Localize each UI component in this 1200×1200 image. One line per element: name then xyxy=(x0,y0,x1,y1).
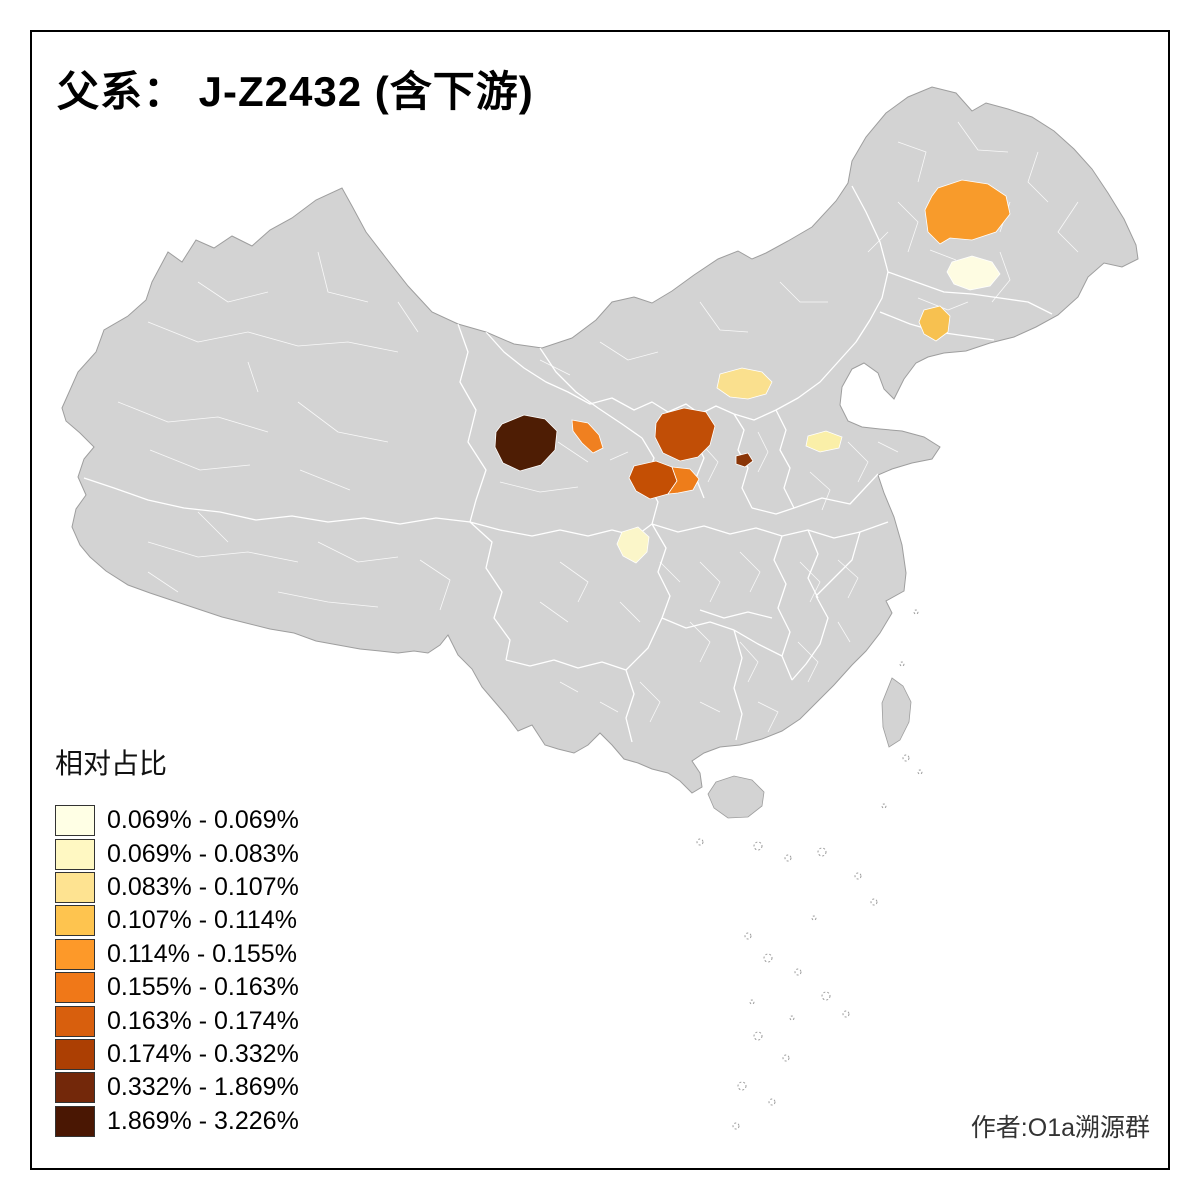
island-speck xyxy=(789,1015,795,1021)
legend-item: 0.174% - 0.332% xyxy=(55,1038,299,1071)
author-credit: 作者:O1a溯源群 xyxy=(970,1114,1150,1142)
south-china-sea-islands xyxy=(696,609,923,1130)
island-speck xyxy=(854,872,862,880)
hainan-island xyxy=(707,775,765,819)
map-region-shanxi-southwest xyxy=(735,452,754,468)
legend-item: 0.332% - 1.869% xyxy=(55,1071,299,1104)
highlighted-regions xyxy=(494,179,1011,564)
island-speck xyxy=(902,754,910,762)
page-title: 父系： J-Z2432 (含下游) xyxy=(57,68,534,115)
legend-item: 0.083% - 0.107% xyxy=(55,871,299,904)
legend-label: 0.332% - 1.869% xyxy=(107,1073,299,1102)
legend-item: 1.869% - 3.226% xyxy=(55,1105,299,1138)
island-speck xyxy=(899,661,905,667)
legend-item: 0.155% - 0.163% xyxy=(55,971,299,1004)
island-speck xyxy=(749,999,755,1005)
legend-label: 0.069% - 0.069% xyxy=(107,806,299,835)
map-region-shaanxi-north xyxy=(654,407,716,462)
island-speck xyxy=(784,854,792,862)
island-speck xyxy=(782,1054,790,1062)
legend-item: 0.163% - 0.174% xyxy=(55,1004,299,1037)
legend-label: 0.107% - 0.114% xyxy=(107,906,297,935)
map-region-jilin-west xyxy=(918,305,951,342)
island-speck xyxy=(753,1031,763,1041)
legend-swatch xyxy=(55,1072,95,1104)
island-speck xyxy=(881,803,887,809)
legend-label: 1.869% - 3.226% xyxy=(107,1106,299,1135)
legend: 相对占比 0.069% - 0.069% 0.069% - 0.083% 0.0… xyxy=(55,742,299,1138)
island-speck xyxy=(794,968,802,976)
legend-swatch xyxy=(55,1038,95,1070)
map-region-gansu-east xyxy=(667,466,700,495)
island-speck xyxy=(753,841,763,851)
legend-label: 0.114% - 0.155% xyxy=(107,939,297,968)
island-speck xyxy=(696,838,704,846)
legend-label: 0.069% - 0.083% xyxy=(107,839,299,868)
legend-label: 0.083% - 0.107% xyxy=(107,872,299,901)
prefecture-borders xyxy=(117,121,1079,733)
legend-label: 0.155% - 0.163% xyxy=(107,973,299,1002)
taiwan-island xyxy=(881,677,912,748)
island-speck xyxy=(732,1122,740,1130)
map-region-shandong-west xyxy=(805,430,843,453)
island-speck xyxy=(744,932,752,940)
legend-swatch xyxy=(55,1005,95,1037)
legend-swatch xyxy=(55,938,95,970)
island-speck xyxy=(917,769,923,775)
legend-swatch xyxy=(55,871,95,903)
map-region-gansu-middle xyxy=(571,419,604,454)
legend-item: 0.107% - 0.114% xyxy=(55,904,299,937)
map-region-heilongjiang-west xyxy=(924,179,1011,245)
legend-swatch xyxy=(55,1105,95,1137)
legend-label: 0.163% - 0.174% xyxy=(107,1006,299,1035)
legend-swatch xyxy=(55,972,95,1004)
legend-item: 0.069% - 0.083% xyxy=(55,837,299,870)
legend-swatch xyxy=(55,838,95,870)
legend-title: 相对占比 xyxy=(55,748,168,779)
island-speck xyxy=(811,915,817,921)
legend-swatch xyxy=(55,905,95,937)
legend-item: 0.069% - 0.069% xyxy=(55,804,299,837)
island-speck xyxy=(737,1081,747,1091)
legend-item: 0.114% - 0.155% xyxy=(55,938,299,971)
island-speck xyxy=(821,991,831,1001)
island-speck xyxy=(842,1010,850,1018)
legend-swatch xyxy=(55,805,95,837)
map-region-qinghai-east xyxy=(494,414,558,472)
map-region-heilongjiang-south xyxy=(946,255,1001,291)
island-speck xyxy=(870,898,878,906)
island-speck xyxy=(913,609,919,615)
island-speck xyxy=(768,1098,776,1106)
island-speck xyxy=(763,953,773,963)
map-region-hebei-north xyxy=(716,367,773,400)
legend-label: 0.174% - 0.332% xyxy=(107,1039,299,1068)
map-region-sichuan-north xyxy=(616,526,650,564)
island-speck xyxy=(817,847,827,857)
